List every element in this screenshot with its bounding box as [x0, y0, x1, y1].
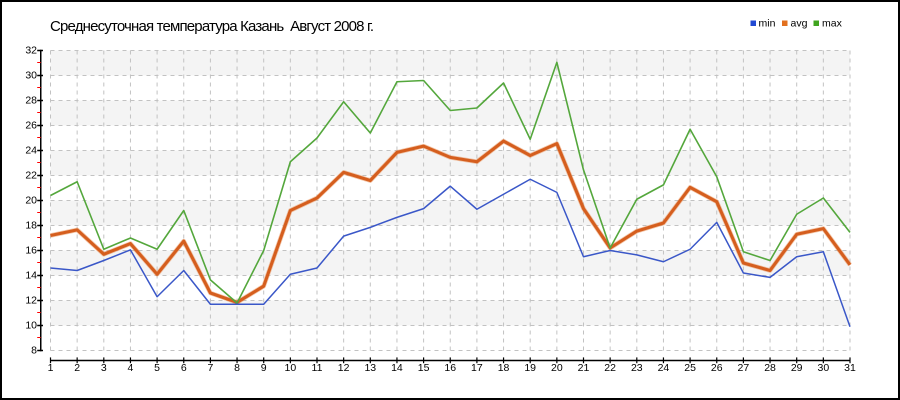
svg-text:14: 14 — [25, 270, 37, 282]
svg-text:3: 3 — [101, 362, 107, 374]
svg-text:17: 17 — [471, 362, 483, 374]
svg-text:8: 8 — [234, 362, 240, 374]
svg-text:Среднесуточная температура Каз: Среднесуточная температура Казань Август… — [50, 18, 374, 35]
svg-text:16: 16 — [444, 362, 456, 374]
svg-text:max: max — [822, 18, 843, 30]
svg-text:avg: avg — [791, 18, 808, 30]
svg-text:25: 25 — [684, 362, 696, 374]
svg-text:30: 30 — [25, 70, 37, 82]
svg-text:27: 27 — [738, 362, 750, 374]
svg-text:29: 29 — [791, 362, 803, 374]
svg-text:2: 2 — [74, 362, 80, 374]
svg-text:18: 18 — [25, 220, 37, 232]
svg-text:32: 32 — [25, 45, 37, 57]
svg-text:12: 12 — [25, 295, 37, 307]
svg-text:6: 6 — [181, 362, 187, 374]
svg-text:18: 18 — [498, 362, 510, 374]
svg-text:24: 24 — [658, 362, 670, 374]
svg-text:10: 10 — [25, 320, 37, 332]
svg-text:5: 5 — [154, 362, 160, 374]
svg-text:10: 10 — [285, 362, 297, 374]
svg-text:12: 12 — [338, 362, 350, 374]
svg-text:28: 28 — [764, 362, 776, 374]
svg-text:7: 7 — [207, 362, 213, 374]
svg-text:22: 22 — [25, 170, 37, 182]
svg-text:20: 20 — [25, 195, 37, 207]
svg-text:31: 31 — [844, 362, 856, 374]
svg-text:30: 30 — [818, 362, 830, 374]
svg-text:13: 13 — [364, 362, 376, 374]
svg-text:23: 23 — [631, 362, 643, 374]
svg-text:24: 24 — [25, 145, 37, 157]
svg-text:min: min — [759, 18, 776, 30]
svg-text:4: 4 — [128, 362, 134, 374]
svg-text:26: 26 — [711, 362, 723, 374]
svg-text:8: 8 — [31, 345, 37, 357]
svg-text:16: 16 — [25, 245, 37, 257]
svg-text:26: 26 — [25, 120, 37, 132]
svg-text:19: 19 — [524, 362, 536, 374]
svg-text:15: 15 — [418, 362, 430, 374]
svg-text:11: 11 — [312, 362, 323, 374]
svg-text:21: 21 — [578, 362, 590, 374]
svg-text:9: 9 — [261, 362, 267, 374]
svg-text:20: 20 — [551, 362, 563, 374]
svg-text:1: 1 — [48, 362, 54, 374]
svg-text:14: 14 — [391, 362, 403, 374]
svg-text:28: 28 — [25, 95, 37, 107]
svg-text:22: 22 — [604, 362, 616, 374]
